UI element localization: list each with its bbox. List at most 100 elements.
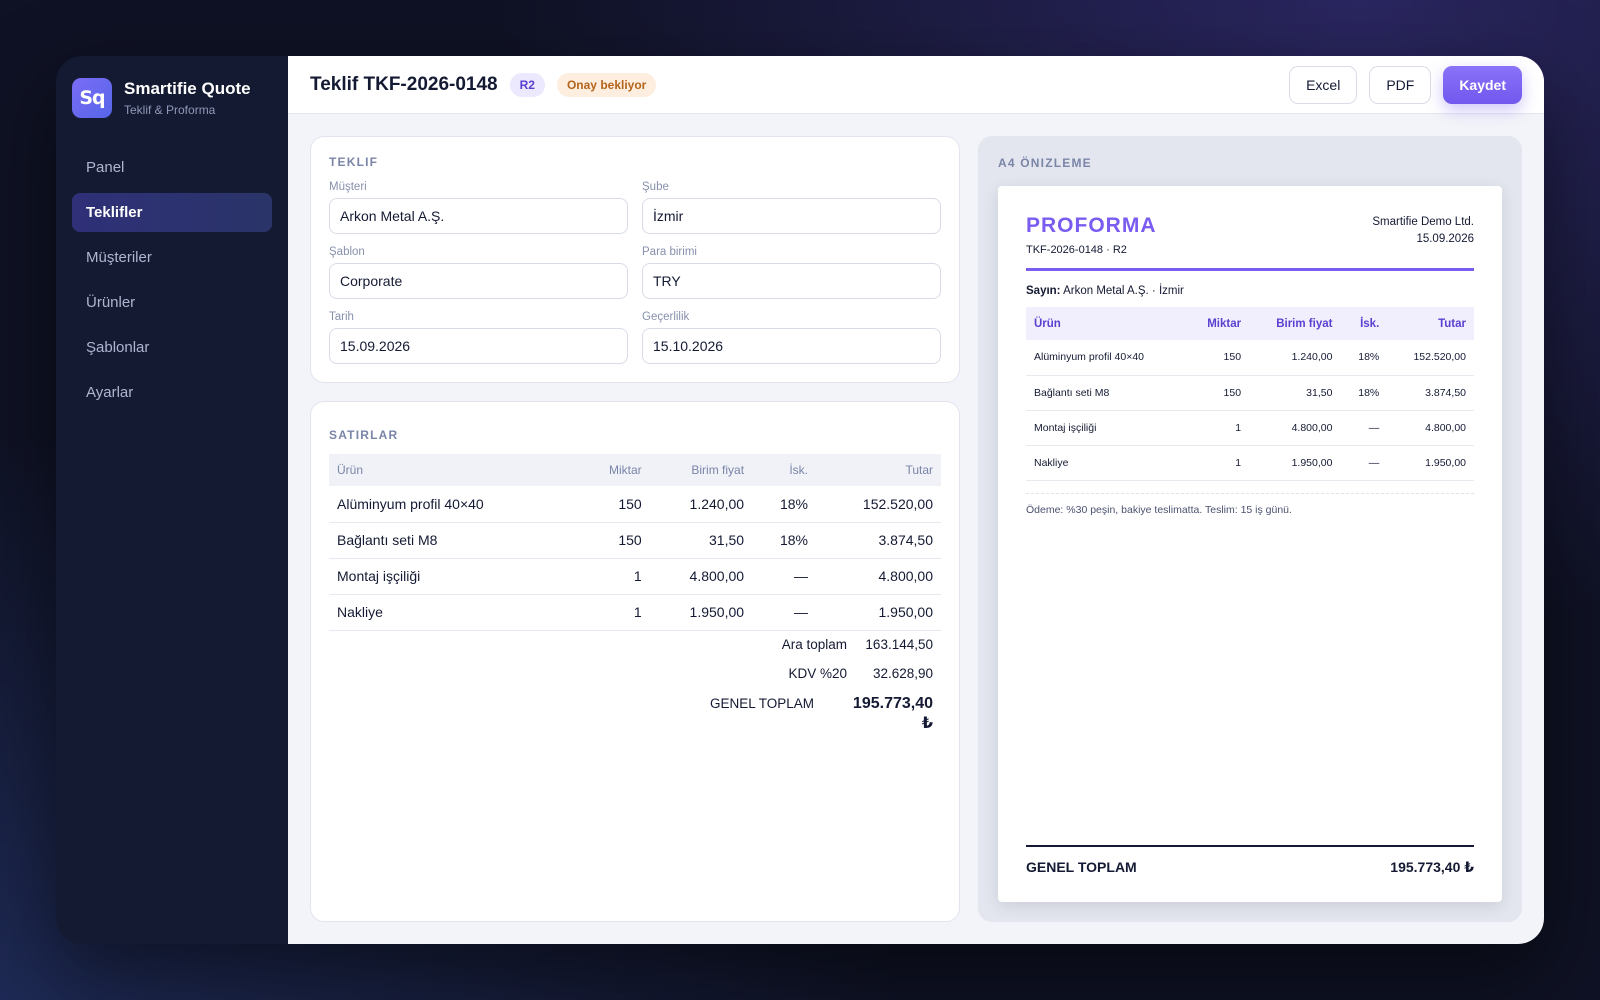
salutation-value: Arkon Metal A.Ş. · İzmir bbox=[1063, 285, 1184, 297]
cell-product: Nakliye bbox=[329, 594, 579, 631]
cell-amount: 4.800,00 bbox=[815, 558, 941, 595]
cell-quantity: 1 bbox=[579, 594, 650, 631]
doc-reference: TKF-2026-0148 · R2 bbox=[1026, 244, 1127, 256]
pcell-product: Alüminyum profil 40×40 bbox=[1026, 340, 1186, 376]
currency-label: Para birimi bbox=[642, 246, 697, 258]
sidebar-item-panel[interactable]: Panel bbox=[86, 159, 125, 176]
cell-quantity: 1 bbox=[579, 558, 650, 595]
grand-total-value: 195.773,40 ₺ bbox=[852, 694, 933, 732]
top-bar: Teklif TKF-2026-0148 R2 Onay bekliyor Ex… bbox=[288, 56, 1544, 114]
currency-input[interactable] bbox=[642, 263, 941, 299]
date-input[interactable] bbox=[329, 328, 628, 364]
status-badge: Onay bekliyor bbox=[556, 72, 657, 97]
lines-table: Ürün Miktar Birim fiyat İsk. Tutar Alümi… bbox=[329, 454, 941, 631]
cell-discount: 18% bbox=[752, 486, 816, 523]
branch-label: Şube bbox=[642, 181, 669, 193]
sidebar-item-ayarlar[interactable]: Ayarlar bbox=[86, 384, 134, 401]
pcell-amount: 4.800,00 bbox=[1387, 410, 1474, 446]
grand-total-label: GENEL TOPLAM bbox=[709, 695, 814, 711]
table-row: Nakliye 1 1.950,00 — 1.950,00 bbox=[1026, 445, 1474, 481]
validity-label: Geçerlilik bbox=[642, 311, 690, 323]
pcell-unit-price: 1.950,00 bbox=[1249, 445, 1341, 481]
paper-header: PROFORMA TKF-2026-0148 · R2 Smartifie De… bbox=[1026, 214, 1474, 271]
salutation-label: Sayın: bbox=[1026, 285, 1061, 297]
pcell-quantity: 150 bbox=[1186, 375, 1250, 411]
col-product: Ürün bbox=[329, 454, 579, 486]
sidebar-item-urunler[interactable]: Ürünler bbox=[86, 294, 136, 311]
editor-column: TEKLIF Müşteri Şube Şablon bbox=[310, 136, 960, 922]
app-logo-icon: Sq bbox=[72, 78, 112, 118]
template-label: Şablon bbox=[329, 246, 365, 258]
excel-button[interactable]: Excel bbox=[1289, 65, 1358, 104]
sidebar-item-teklifler[interactable]: Teklifler bbox=[72, 193, 272, 232]
pcell-unit-price: 1.240,00 bbox=[1249, 340, 1341, 376]
cell-discount: 18% bbox=[752, 522, 816, 559]
validity-input[interactable] bbox=[642, 328, 941, 364]
subtotal-value: 163.144,50 bbox=[865, 636, 933, 652]
subtotal-row: Ara toplam 163.144,50 bbox=[329, 637, 941, 666]
pdf-button[interactable]: PDF bbox=[1369, 65, 1432, 104]
totals: Ara toplam 163.144,50 KDV %20 32.628,90 … bbox=[329, 637, 941, 732]
page-title: Teklif TKF-2026-0148 bbox=[310, 73, 498, 95]
pcell-discount: — bbox=[1340, 410, 1388, 446]
pcell-quantity: 1 bbox=[1186, 410, 1250, 446]
pcol-amount: Tutar bbox=[1387, 307, 1474, 340]
sidebar-nav: Panel Teklifler Müşteriler Ürünler Şablo… bbox=[72, 148, 272, 412]
company-name: Smartifie Demo Ltd. bbox=[1372, 216, 1474, 228]
quote-form-card: TEKLIF Müşteri Şube Şablon bbox=[310, 136, 960, 383]
table-row: Alüminyum profil 40×40 150 1.240,00 18% … bbox=[1026, 340, 1474, 376]
table-row[interactable]: Montaj işçiliği 1 4.800,00 — 4.800,00 bbox=[329, 558, 941, 595]
cell-unit-price: 1.950,00 bbox=[649, 594, 753, 631]
cell-product: Bağlantı seti M8 bbox=[329, 522, 579, 559]
col-quantity: Miktar bbox=[579, 454, 650, 486]
a4-preview-panel: A4 ÖNIZLEME PROFORMA TKF-2026-0148 · R2 … bbox=[978, 136, 1522, 922]
pcell-product: Bağlantı seti M8 bbox=[1026, 375, 1186, 411]
main-area: Teklif TKF-2026-0148 R2 Onay bekliyor Ex… bbox=[288, 56, 1544, 944]
brand-subtitle: Teklif & Proforma bbox=[124, 103, 216, 117]
preview-table: Ürün Miktar Birim fiyat İsk. Tutar Alümi… bbox=[1026, 307, 1474, 481]
col-amount: Tutar bbox=[815, 454, 941, 486]
pcell-amount: 1.950,00 bbox=[1387, 445, 1474, 481]
table-row[interactable]: Bağlantı seti M8 150 31,50 18% 3.874,50 bbox=[329, 522, 941, 559]
a4-paper: PROFORMA TKF-2026-0148 · R2 Smartifie De… bbox=[998, 186, 1502, 902]
cell-discount: — bbox=[752, 558, 816, 595]
pcell-amount: 3.874,50 bbox=[1387, 375, 1474, 411]
brand: Sq Smartifie Quote Teklif & Proforma bbox=[72, 78, 272, 118]
template-input[interactable] bbox=[329, 263, 628, 299]
pcol-quantity: Miktar bbox=[1186, 307, 1250, 340]
sidebar-item-musteriler[interactable]: Müşteriler bbox=[86, 249, 152, 266]
customer-label: Müşteri bbox=[329, 181, 367, 193]
doc-title: PROFORMA bbox=[1026, 214, 1157, 237]
vat-value: 32.628,90 bbox=[872, 665, 933, 681]
content: TEKLIF Müşteri Şube Şablon bbox=[288, 114, 1544, 944]
pcell-unit-price: 31,50 bbox=[1249, 375, 1341, 411]
col-discount: İsk. bbox=[752, 454, 816, 486]
cell-amount: 1.950,00 bbox=[815, 594, 941, 631]
cell-amount: 152.520,00 bbox=[815, 486, 941, 523]
table-row[interactable]: Nakliye 1 1.950,00 — 1.950,00 bbox=[329, 594, 941, 631]
customer-input[interactable] bbox=[329, 198, 628, 234]
grand-total-row: GENEL TOPLAM 195.773,40 ₺ bbox=[329, 695, 941, 732]
salutation: Sayın: Arkon Metal A.Ş. · İzmir bbox=[1026, 285, 1474, 297]
table-row[interactable]: Alüminyum profil 40×40 150 1.240,00 18% … bbox=[329, 486, 941, 523]
preview-grand-total: GENEL TOPLAM 195.773,40 ₺ bbox=[1026, 845, 1474, 876]
cell-unit-price: 31,50 bbox=[649, 522, 753, 559]
app-window: Sq Smartifie Quote Teklif & Proforma Pan… bbox=[56, 56, 1544, 944]
pcell-product: Montaj işçiliği bbox=[1026, 410, 1186, 446]
cell-quantity: 150 bbox=[579, 486, 650, 523]
doc-date: 15.09.2026 bbox=[1416, 233, 1474, 245]
cell-unit-price: 1.240,00 bbox=[649, 486, 753, 523]
preview-grand-label: GENEL TOPLAM bbox=[1026, 859, 1137, 875]
pcell-quantity: 1 bbox=[1186, 445, 1250, 481]
cell-discount: — bbox=[752, 594, 816, 631]
save-button[interactable]: Kaydet bbox=[1443, 65, 1522, 104]
date-label: Tarih bbox=[329, 311, 354, 323]
subtotal-label: Ara toplam bbox=[781, 636, 847, 652]
table-row: Montaj işçiliği 1 4.800,00 — 4.800,00 bbox=[1026, 410, 1474, 446]
cell-product: Montaj işçiliği bbox=[329, 558, 579, 595]
branch-input[interactable] bbox=[642, 198, 941, 234]
preview-section-title: A4 ÖNIZLEME bbox=[998, 156, 1092, 170]
sidebar-item-sablonlar[interactable]: Şablonlar bbox=[86, 339, 150, 356]
quote-section-title: TEKLIF bbox=[329, 155, 379, 169]
pcell-amount: 152.520,00 bbox=[1387, 340, 1474, 376]
